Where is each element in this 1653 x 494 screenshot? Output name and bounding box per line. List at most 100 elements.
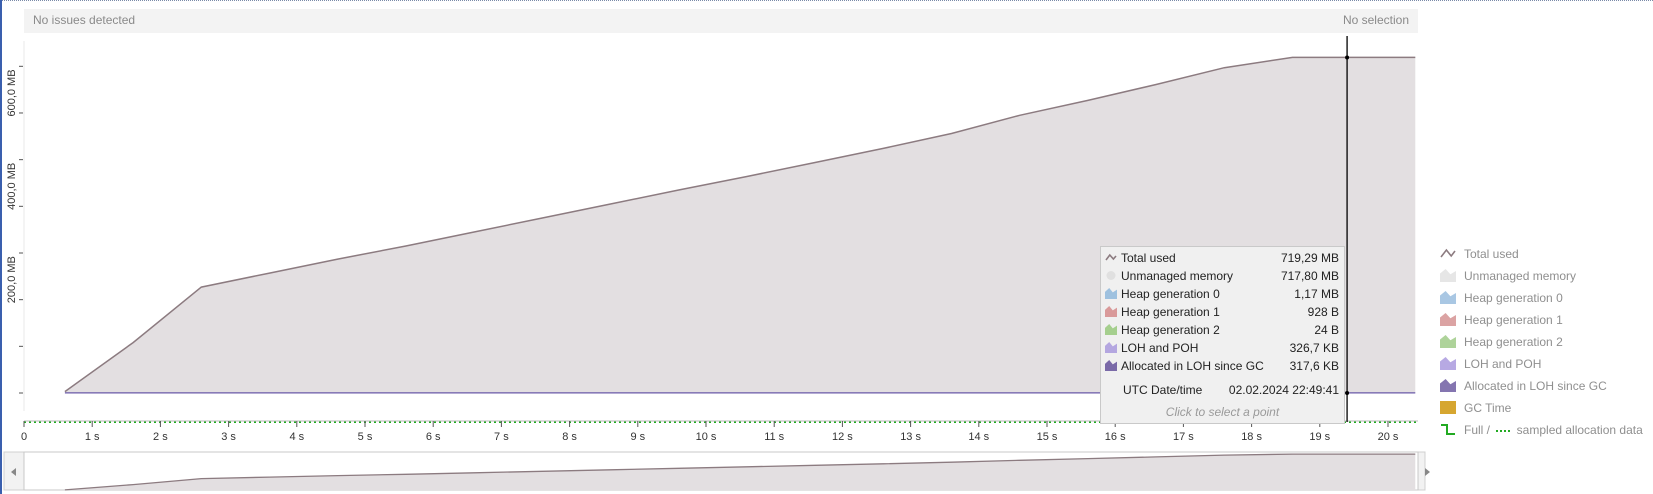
tooltip-date-row: UTC Date/time 02.02.2024 22:49:41 xyxy=(1101,381,1344,399)
tooltip-row: Allocated in LOH since GC 317,6 KB xyxy=(1101,357,1344,375)
scroll-right-arrow[interactable] xyxy=(1425,468,1430,476)
tooltip-row-value: 717,80 MB xyxy=(1280,269,1339,283)
line-icon xyxy=(1440,247,1456,260)
x-tick-label: 13 s xyxy=(900,431,921,443)
tooltip-row-value: 1,17 MB xyxy=(1294,287,1339,301)
legend-item-label: Allocated in LOH since GC xyxy=(1464,379,1607,393)
tooltip-date-value: 02.02.2024 22:49:41 xyxy=(1228,383,1339,397)
x-tick-label: 1 s xyxy=(85,431,100,443)
tooltip-row-value: 317,6 KB xyxy=(1289,359,1339,373)
overview-area xyxy=(64,454,1416,490)
legend-item-label: LOH and POH xyxy=(1464,357,1542,371)
tooltip-row-value: 719,29 MB xyxy=(1280,251,1339,265)
x-tick-label: 2 s xyxy=(153,431,168,443)
total-used-line xyxy=(64,56,1416,393)
area-icon xyxy=(1440,335,1456,348)
x-tick-label: 4 s xyxy=(289,431,304,443)
area-icon xyxy=(1105,306,1117,317)
tooltip-row-label: Total used xyxy=(1121,251,1176,265)
tooltip-row: Heap generation 0 1,17 MB xyxy=(1101,285,1344,303)
x-tick-label: 10 s xyxy=(696,431,717,443)
cursor-point-loh xyxy=(1345,391,1350,395)
dotted-line-icon xyxy=(1496,429,1511,432)
area-icon xyxy=(1440,291,1456,304)
area-icon xyxy=(1440,379,1456,392)
x-tick-label: 16 s xyxy=(1105,431,1126,443)
area-icon xyxy=(1440,357,1456,370)
x-tick-label: 19 s xyxy=(1309,431,1330,443)
tooltip-row-label: Heap generation 2 xyxy=(1121,323,1220,337)
legend-item-label: Full / sampled allocation data xyxy=(1464,423,1643,437)
tooltip-row-value: 928 B xyxy=(1307,305,1339,319)
step-icon xyxy=(1440,423,1456,436)
legend-item-label-2: sampled allocation data xyxy=(1513,423,1643,437)
x-tick-label: 12 s xyxy=(832,431,853,443)
scroll-left-arrow[interactable] xyxy=(11,468,16,476)
tooltip-row-label: Allocated in LOH since GC xyxy=(1121,359,1264,373)
tooltip-row-value: 24 B xyxy=(1314,323,1339,337)
y-tick-label: 200,0 MB xyxy=(6,256,18,303)
y-tick-label: 600,0 MB xyxy=(6,69,18,116)
tooltip-row-label: Heap generation 1 xyxy=(1121,305,1220,319)
x-tick-label: 3 s xyxy=(221,431,236,443)
legend-item-label: Heap generation 0 xyxy=(1464,291,1563,305)
tooltip-row: Heap generation 1 928 B xyxy=(1101,303,1344,321)
tooltip-row-label: LOH and POH xyxy=(1121,341,1199,355)
x-tick-label: 9 s xyxy=(630,431,645,443)
tooltip-hint[interactable]: Click to select a point xyxy=(1165,405,1280,419)
x-tick-label: 14 s xyxy=(968,431,989,443)
legend-item-label: Heap generation 2 xyxy=(1464,335,1563,349)
legend-item[interactable]: Heap generation 0 xyxy=(1440,288,1650,308)
circle-icon xyxy=(1105,270,1117,281)
tooltip-row: Total used 719,29 MB xyxy=(1101,249,1344,267)
focus-border xyxy=(0,0,2,494)
data-point-tooltip: Total used 719,29 MB Unmanaged memory 717,8… xyxy=(1100,246,1345,424)
tooltip-row-label: Heap generation 0 xyxy=(1121,287,1220,301)
x-tick-label: 20 s xyxy=(1378,431,1399,443)
tooltip-row: Heap generation 2 24 B xyxy=(1101,321,1344,339)
legend-item-label: Unmanaged memory xyxy=(1464,269,1577,283)
x-tick-label: 0 xyxy=(21,431,27,443)
unmanaged-memory-area xyxy=(64,57,1416,394)
line-icon xyxy=(1105,252,1117,263)
legend-item[interactable]: Unmanaged memory xyxy=(1440,266,1650,286)
issues-status: No issues detected xyxy=(33,13,136,27)
y-tick-label: 400,0 MB xyxy=(6,163,18,210)
overview-line xyxy=(64,453,1416,491)
x-tick-label: 18 s xyxy=(1241,431,1262,443)
tooltip-row: Unmanaged memory 717,80 MB xyxy=(1101,267,1344,285)
legend-item[interactable]: Allocated in LOH since GC xyxy=(1440,376,1650,396)
cursor-point-total xyxy=(1345,55,1350,60)
legend-item[interactable]: GC Time xyxy=(1440,398,1650,418)
legend-item-label: Total used xyxy=(1464,247,1519,261)
legend-item[interactable]: LOH and POH xyxy=(1440,354,1650,374)
x-tick-label: 8 s xyxy=(562,431,577,443)
area-icon xyxy=(1105,342,1117,353)
area-icon xyxy=(1105,288,1117,299)
status-bar: No issues detected No selection xyxy=(24,9,1418,33)
area-icon xyxy=(1440,269,1456,282)
x-tick-label: 7 s xyxy=(494,431,509,443)
tooltip-date-label: UTC Date/time xyxy=(1123,383,1203,397)
selection-status: No selection xyxy=(1342,13,1409,27)
area-icon xyxy=(1440,313,1456,326)
legend-item[interactable]: Full / sampled allocation data xyxy=(1440,420,1650,440)
x-tick-label: 17 s xyxy=(1173,431,1194,443)
legend-item-label: GC Time xyxy=(1464,401,1512,415)
tooltip-row: LOH and POH 326,7 KB xyxy=(1101,339,1344,357)
top-dotted-border xyxy=(0,0,1653,4)
legend-item[interactable]: Heap generation 1 xyxy=(1440,310,1650,330)
x-tick-label: 5 s xyxy=(358,431,373,443)
legend-item[interactable]: Total used xyxy=(1440,244,1650,264)
tooltip-row-label: Unmanaged memory xyxy=(1121,269,1234,283)
legend-item-label: Heap generation 1 xyxy=(1464,313,1563,327)
x-tick-label: 15 s xyxy=(1037,431,1058,443)
x-tick-label: 6 s xyxy=(426,431,441,443)
x-tick-label: 11 s xyxy=(764,431,784,443)
area-icon xyxy=(1105,360,1117,371)
tooltip-row-value: 326,7 KB xyxy=(1289,341,1339,355)
area-icon xyxy=(1105,324,1117,335)
square-icon xyxy=(1440,401,1456,414)
legend-item[interactable]: Heap generation 2 xyxy=(1440,332,1650,352)
